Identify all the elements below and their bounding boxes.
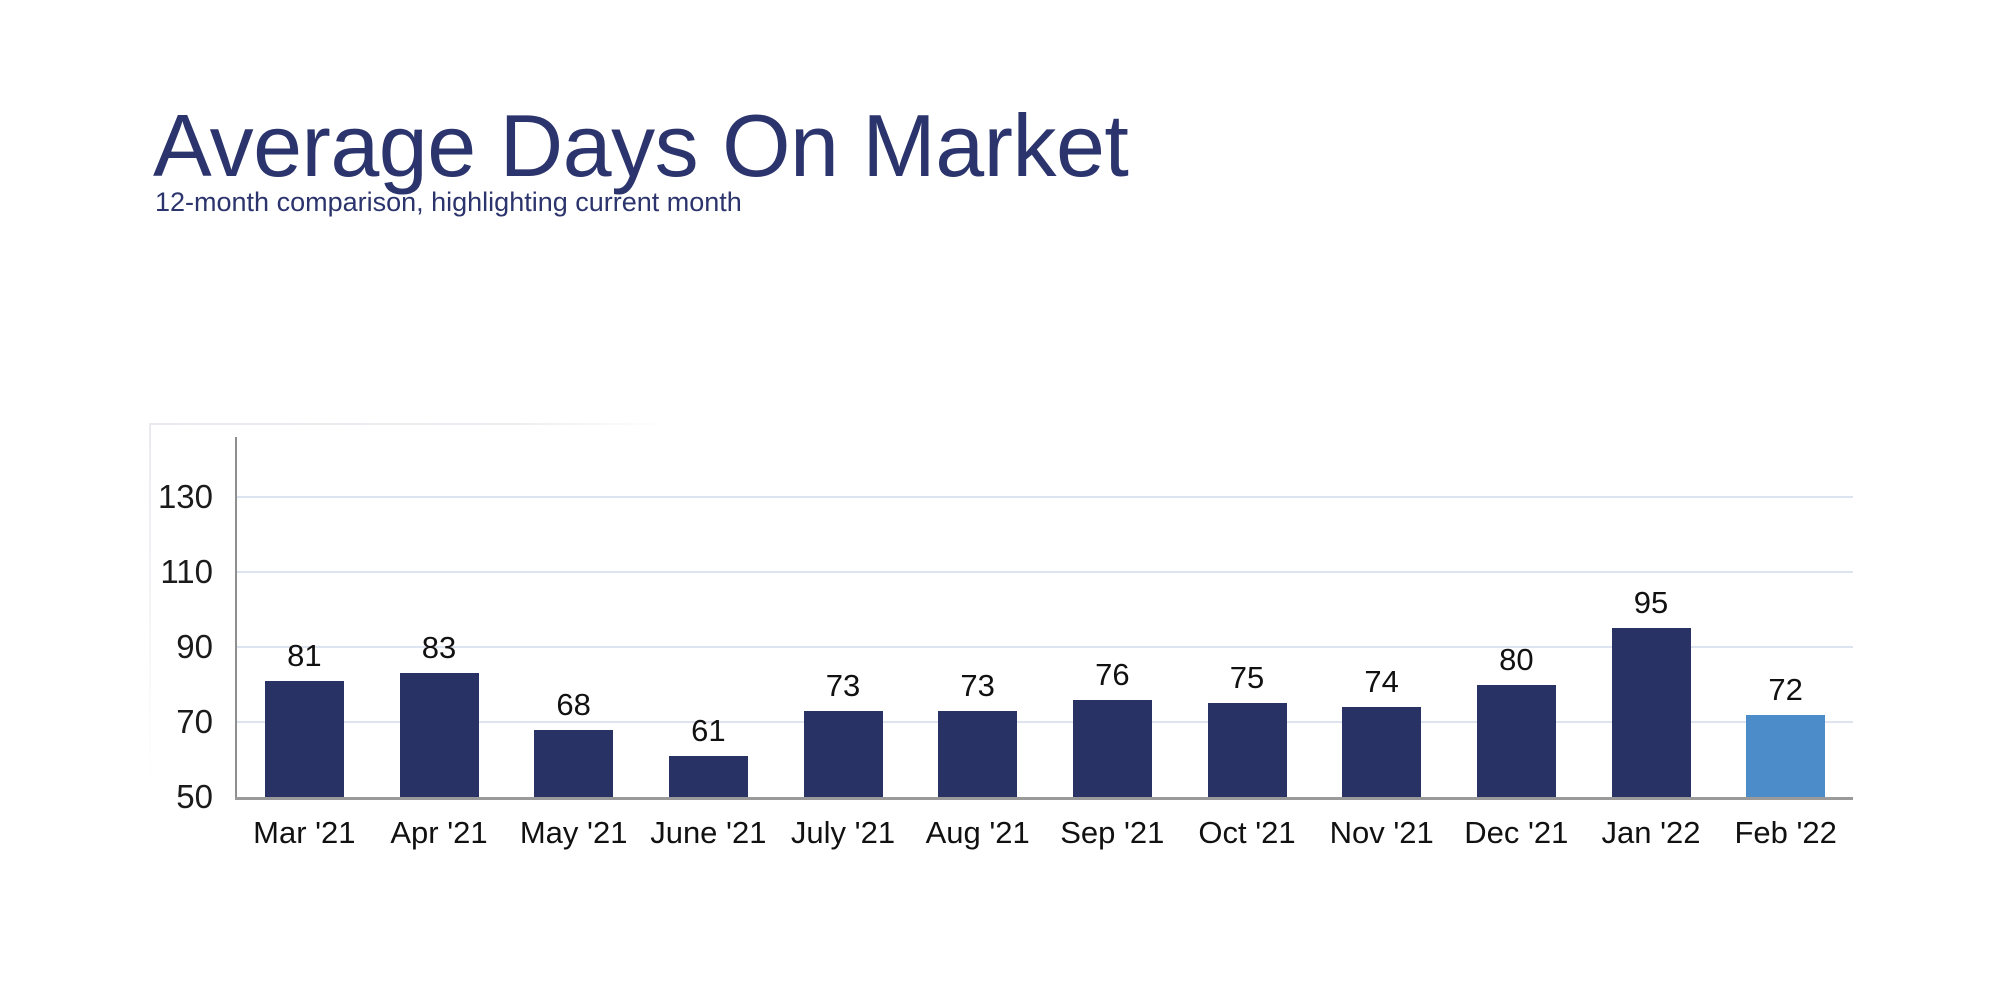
x-axis-line xyxy=(235,797,1853,800)
x-axis-label: Dec '21 xyxy=(1464,815,1569,850)
y-axis-line xyxy=(235,437,237,800)
x-axis-label: Aug '21 xyxy=(925,815,1030,850)
panel-edge-top xyxy=(149,423,669,425)
bar-value-label: 74 xyxy=(1364,664,1399,699)
x-axis-label: June '21 xyxy=(650,815,767,850)
bar xyxy=(668,755,748,797)
y-axis-label: 90 xyxy=(176,628,213,665)
y-axis-label: 130 xyxy=(157,478,213,515)
x-axis-label: Feb '22 xyxy=(1734,815,1837,850)
bar xyxy=(1342,707,1422,797)
bar-value-label: 83 xyxy=(421,630,457,666)
page-subtitle: 12-month comparison, highlighting curren… xyxy=(155,187,742,217)
bar xyxy=(1476,684,1556,797)
bar-value-label: 80 xyxy=(1499,641,1534,677)
bar-value-label: 68 xyxy=(556,686,591,722)
bar-value-label: 61 xyxy=(691,712,726,748)
x-axis-label: Sep '21 xyxy=(1060,815,1165,850)
x-axis-label: Oct '21 xyxy=(1198,815,1296,850)
x-axis-label: July '21 xyxy=(790,815,896,850)
x-axis-label: Jan '22 xyxy=(1601,815,1701,850)
bar xyxy=(938,710,1018,797)
gridline xyxy=(237,571,1853,573)
bar-current-month xyxy=(1746,714,1826,797)
x-axis-label: Apr '21 xyxy=(390,815,488,850)
gridline xyxy=(237,646,1853,648)
bar xyxy=(1207,703,1287,797)
bar-value-label: 76 xyxy=(1095,656,1130,692)
x-axis-label: May '21 xyxy=(519,815,628,850)
bar-value-label: 73 xyxy=(825,667,861,703)
y-axis-label: 110 xyxy=(160,553,213,590)
gridline xyxy=(237,496,1853,498)
bar xyxy=(264,680,344,797)
bar xyxy=(1611,628,1691,797)
panel-edge-left xyxy=(149,423,151,783)
bar-value-label: 73 xyxy=(960,667,995,703)
y-axis-label: 50 xyxy=(176,778,213,815)
gridline xyxy=(237,721,1853,723)
y-axis-label: 70 xyxy=(176,703,213,740)
bar-value-label: 95 xyxy=(1633,585,1669,621)
bar xyxy=(534,729,614,797)
x-axis-label: Nov '21 xyxy=(1329,815,1434,850)
x-axis-label: Mar '21 xyxy=(253,815,356,850)
bar xyxy=(399,673,479,797)
bar xyxy=(1072,699,1152,797)
bar-chart: 50 70 90 110 130 81 Mar '21 83 Apr '21 68 May '21 6… xyxy=(158,437,1853,850)
bar xyxy=(803,710,883,797)
bar-value-label: 75 xyxy=(1229,660,1265,696)
bar-value-label: 81 xyxy=(287,637,322,673)
page-title: Average Days On Market xyxy=(153,96,1129,195)
bar-value-label: 72 xyxy=(1768,671,1803,707)
